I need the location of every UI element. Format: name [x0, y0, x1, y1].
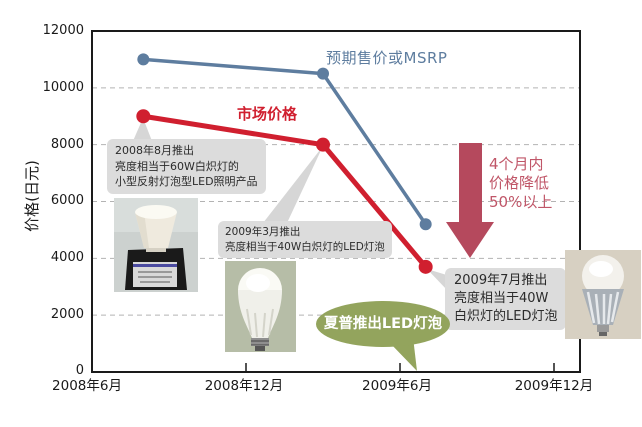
sharp-launch-speech-bubble: 夏普推出LED灯泡	[316, 301, 450, 347]
price-drop-line3: 50%以上	[489, 193, 553, 211]
callout-box-2009-03: 2009年3月推出 亮度相当于40W白炽灯的LED灯泡	[218, 221, 392, 258]
y-tick-8000: 8000	[50, 137, 84, 152]
x-tick-2008-12: 2008年12月	[204, 378, 284, 394]
y-tick-2000: 2000	[50, 307, 84, 322]
y-tick-12000: 12000	[42, 23, 84, 38]
x-tick-2009-12: 2009年12月	[514, 378, 594, 394]
callout-box3-line2: 亮度相当于40W	[454, 291, 549, 306]
callout-tail-box2	[263, 146, 323, 223]
photo-led-bulb-heatsink	[565, 250, 641, 339]
x-tick-2008-06: 2008年6月	[52, 378, 122, 394]
y-tick-10000: 10000	[42, 80, 84, 95]
y-tick-6000: 6000	[50, 193, 84, 208]
callout-tail-box3	[427, 269, 450, 291]
y-tick-0: 0	[75, 363, 84, 378]
price-drop-line2: 价格降低	[489, 174, 550, 192]
callout-box1-line2: 亮度相当于60W白炽灯的	[115, 159, 239, 173]
callout-box2-line1: 2009年3月推出	[225, 226, 301, 238]
price-drop-arrow-icon	[446, 143, 494, 258]
callout-box1-line1: 2008年8月推出	[115, 144, 194, 157]
callout-box-2009-07: 2009年7月推出 亮度相当于40W 白炽灯的LED灯泡	[445, 268, 567, 330]
callout-box3-line3: 白炽灯的LED灯泡	[454, 309, 558, 324]
callout-box2-line2: 亮度相当于40W白炽灯的LED灯泡	[225, 240, 385, 253]
callout-box-2008-08: 2008年8月推出 亮度相当于60W白炽灯的 小型反射灯泡型LED照明产品	[107, 139, 266, 194]
series-label-market: 市场价格	[237, 105, 298, 123]
series-label-msrp: 预期售价或MSRP	[326, 49, 448, 67]
callout-box1-line3: 小型反射灯泡型LED照明产品	[115, 175, 258, 188]
callout-box3-line1: 2009年7月推出	[454, 273, 548, 288]
price-drop-line1: 4个月内	[489, 155, 544, 173]
photo-led-bulb-40w	[225, 261, 296, 352]
price-drop-annotation: 4个月内 价格降低 50%以上	[489, 155, 552, 212]
x-tick-2009-06: 2009年6月	[362, 378, 432, 394]
photo-reflector-led-lamp	[114, 198, 198, 292]
y-tick-4000: 4000	[50, 250, 84, 265]
callout-tail-box1	[133, 118, 152, 141]
